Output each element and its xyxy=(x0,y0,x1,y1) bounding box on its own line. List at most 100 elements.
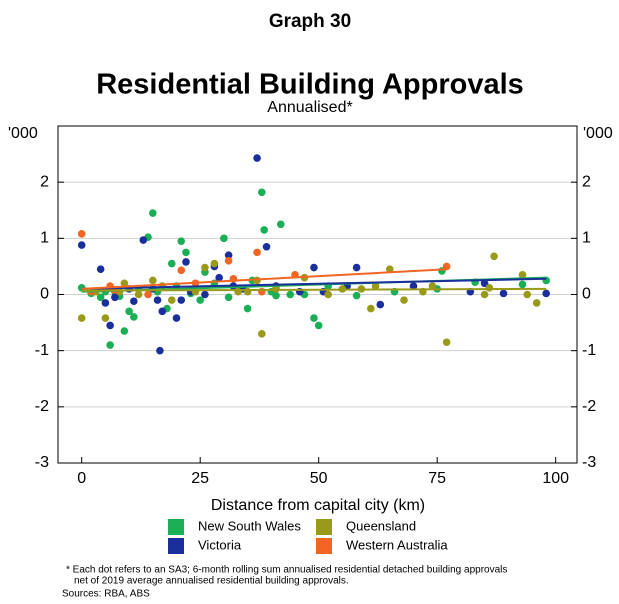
point xyxy=(167,296,176,304)
point xyxy=(286,290,295,299)
trend-line xyxy=(81,277,547,290)
point xyxy=(111,293,119,302)
point xyxy=(442,338,451,347)
point xyxy=(523,290,532,299)
point xyxy=(385,265,394,274)
point xyxy=(258,330,266,338)
point xyxy=(215,273,223,282)
x-tick-label: 25 xyxy=(191,470,209,487)
point xyxy=(400,296,408,304)
y2-tick-label: -1 xyxy=(582,342,596,359)
point xyxy=(144,290,152,299)
y2-tick-label: 2 xyxy=(582,173,591,190)
x-axis-label: Distance from capital city (km) xyxy=(211,497,425,514)
trend-line xyxy=(81,287,547,292)
legend-label: Queensland xyxy=(346,518,416,533)
y-tick-label: 0 xyxy=(40,286,49,303)
legend-label: New South Wales xyxy=(198,518,301,533)
point xyxy=(148,276,157,285)
point xyxy=(156,346,164,355)
y2-tick-label: -2 xyxy=(582,398,596,415)
point xyxy=(352,263,361,272)
point xyxy=(177,266,186,275)
point xyxy=(106,321,114,330)
point xyxy=(253,154,261,162)
point xyxy=(376,300,385,309)
point xyxy=(352,291,361,300)
legend-label: Western Australia xyxy=(346,537,448,552)
point xyxy=(130,297,138,306)
point xyxy=(258,188,266,197)
y-unit: '000 xyxy=(8,125,38,142)
legend-label: Victoria xyxy=(198,537,242,552)
point xyxy=(101,314,110,322)
point xyxy=(518,271,527,279)
point xyxy=(490,252,498,261)
point xyxy=(243,304,252,313)
point xyxy=(224,257,233,265)
chart-subtitle: Residential Building Approvals xyxy=(96,69,524,101)
y-tick-label: 2 xyxy=(40,173,49,190)
point xyxy=(310,314,318,322)
point xyxy=(442,262,451,271)
point xyxy=(409,282,418,290)
x-tick-label: 75 xyxy=(428,470,446,487)
point xyxy=(182,248,190,257)
x-tick-label: 100 xyxy=(542,470,569,487)
point xyxy=(367,304,375,313)
point xyxy=(96,293,105,302)
footnote: net of 2019 average annualised residenti… xyxy=(74,576,349,587)
point xyxy=(201,263,209,272)
point xyxy=(224,293,233,302)
point xyxy=(485,283,494,292)
point xyxy=(220,234,228,243)
chart-note: Annualised* xyxy=(267,99,352,116)
point xyxy=(130,313,138,321)
plot-frame xyxy=(57,125,578,464)
point xyxy=(253,248,261,257)
point xyxy=(139,236,148,244)
sources: Sources: RBA, ABS xyxy=(62,589,150,600)
point xyxy=(148,209,157,217)
y-tick-label: 1 xyxy=(40,230,49,247)
point xyxy=(177,237,186,245)
chart-title: Graph 30 xyxy=(269,11,351,32)
point xyxy=(210,259,219,268)
point xyxy=(106,341,114,349)
point xyxy=(480,279,489,288)
legend-swatch xyxy=(316,538,332,554)
point xyxy=(371,282,380,290)
y-tick-label: -2 xyxy=(35,398,49,415)
point xyxy=(120,327,129,335)
point xyxy=(201,290,209,299)
point xyxy=(153,296,162,304)
y2-tick-label: 0 xyxy=(582,286,591,303)
point xyxy=(101,299,110,307)
point xyxy=(77,230,86,238)
point xyxy=(77,314,86,322)
point xyxy=(272,291,280,300)
y-tick-label: -3 xyxy=(35,454,49,471)
point xyxy=(125,307,133,316)
point xyxy=(167,259,176,268)
y2-unit: '000 xyxy=(583,125,613,142)
point xyxy=(177,296,186,304)
point xyxy=(499,289,508,298)
point xyxy=(324,290,332,299)
legend-swatch xyxy=(316,519,332,535)
point xyxy=(532,299,541,307)
legend-swatch xyxy=(168,538,184,554)
point xyxy=(96,265,105,274)
point xyxy=(518,280,527,289)
point xyxy=(134,290,143,299)
point xyxy=(120,279,129,288)
x-tick-label: 0 xyxy=(77,470,86,487)
legend-swatch xyxy=(168,519,184,535)
point xyxy=(480,290,489,299)
point xyxy=(276,220,285,229)
point xyxy=(182,258,190,266)
point xyxy=(310,263,318,272)
y-tick-label: -1 xyxy=(35,342,49,359)
y2-tick-label: 1 xyxy=(582,230,591,247)
